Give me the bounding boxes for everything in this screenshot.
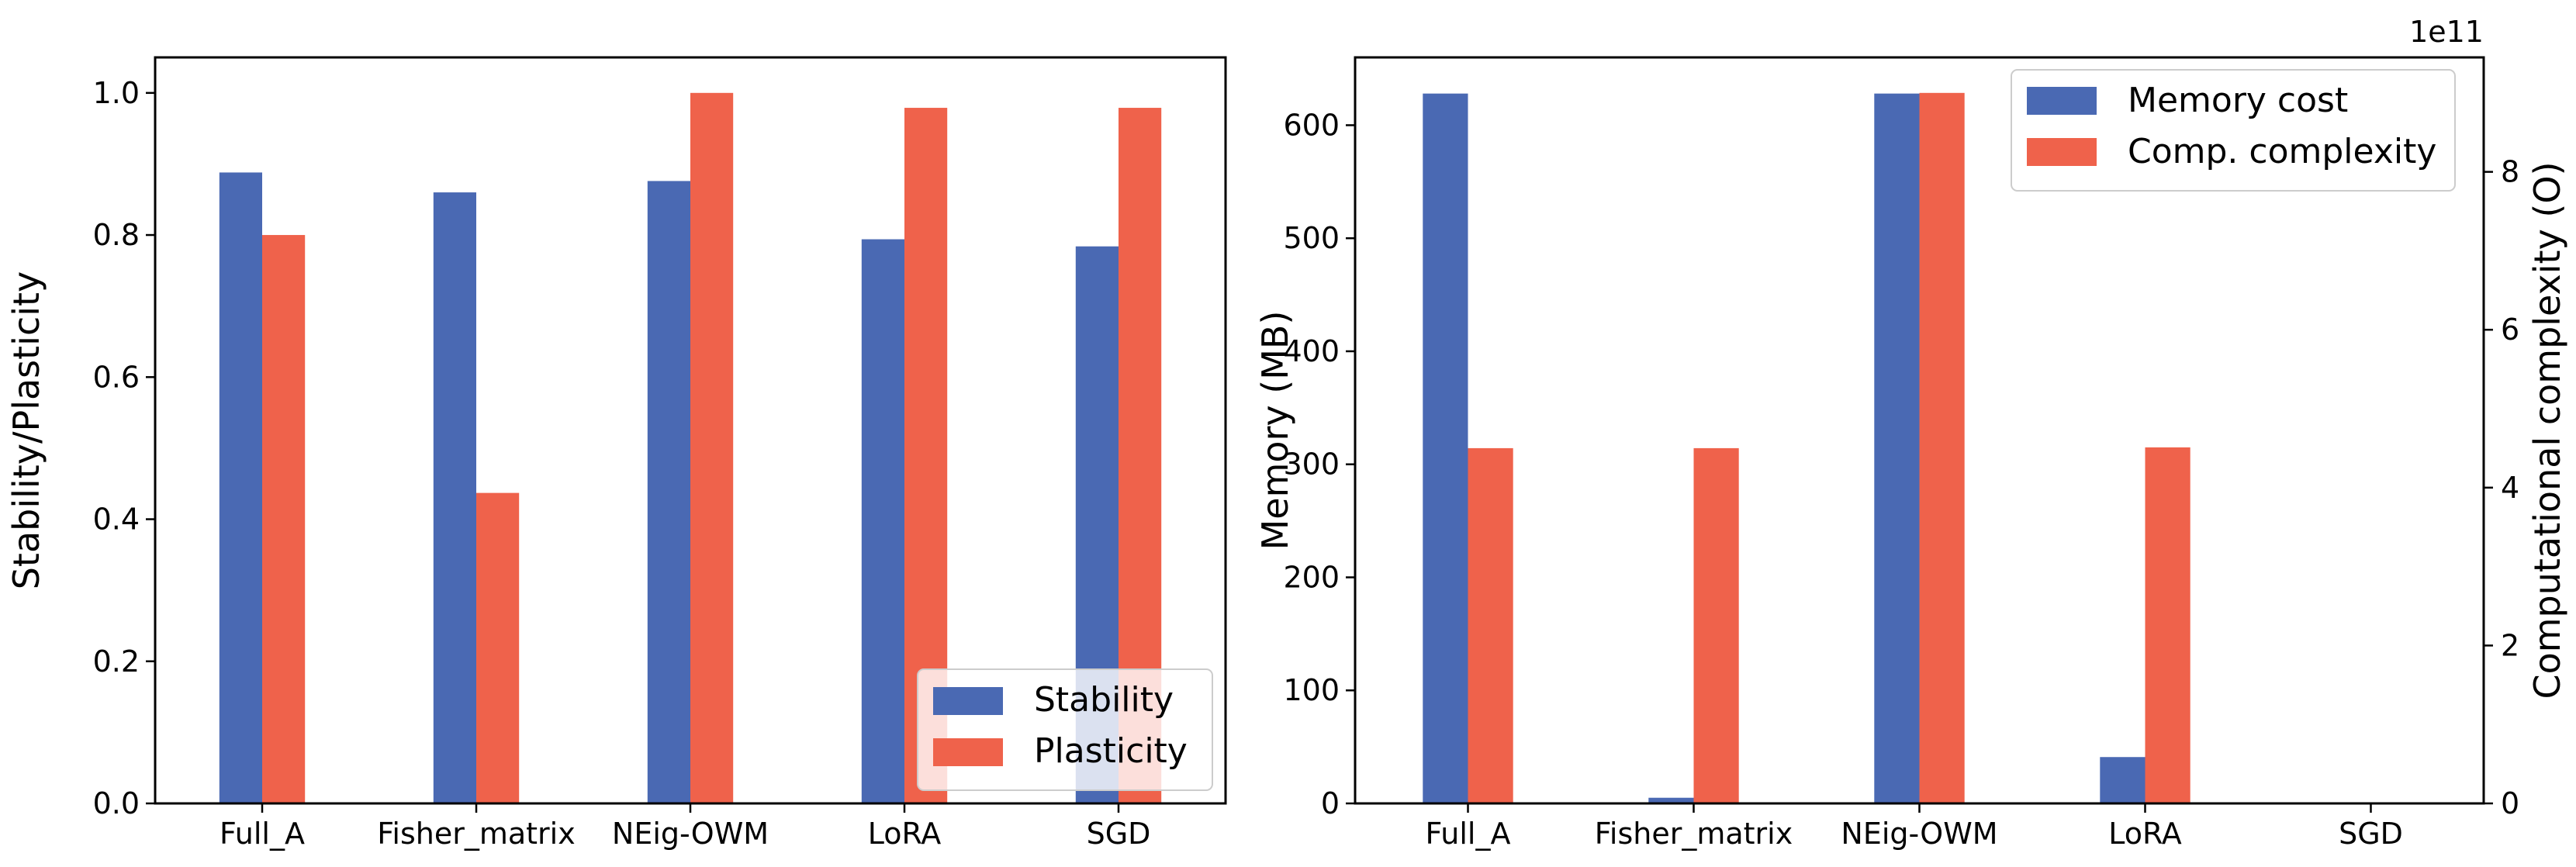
legend-label-comp-complexity: Comp. complexity	[2128, 132, 2436, 171]
right-right-y-ticks: 0 2 4 6 8	[2484, 155, 2519, 820]
bar-comp-complexity-full-a	[1468, 447, 1513, 803]
y-tick-label: 400	[1283, 334, 1340, 368]
y-tick-label: 500	[1283, 221, 1340, 255]
y2-tick-label: 6	[2501, 313, 2519, 347]
x-tick-label-full-a: Full_A	[220, 817, 305, 851]
right-legend: Memory cost Comp. complexity	[2011, 69, 2456, 192]
bar-memory-cost-fisher-matrix	[1648, 797, 1694, 803]
legend-label-stability: Stability	[1034, 680, 1174, 720]
right-legend-box	[2011, 69, 2456, 192]
right-secondary-y-axis-label: Computational complexity (O)	[2526, 161, 2568, 699]
left-x-ticks: Full_A Fisher_matrix NEig-OWM LoRA SGD	[220, 803, 1150, 851]
x-tick-label-neig-owm: NEig-OWM	[1841, 817, 1997, 851]
y-tick-label: 0.4	[93, 503, 140, 537]
bar-stability-lora	[861, 239, 904, 803]
bar-stability-neig-owm	[647, 181, 690, 804]
legend-swatch-memory-cost	[2027, 87, 2097, 115]
y-tick-label: 600	[1283, 108, 1340, 142]
x-tick-label-sgd: SGD	[2339, 817, 2403, 851]
y2-tick-label: 8	[2501, 155, 2519, 189]
bar-memory-cost-neig-owm	[1874, 93, 1920, 803]
y2-tick-label: 4	[2501, 471, 2519, 505]
right-bars	[1423, 92, 2190, 804]
x-tick-label-fisher-matrix: Fisher_matrix	[377, 817, 575, 851]
y2-tick-label: 2	[2501, 628, 2519, 662]
x-tick-label-lora: LoRA	[2108, 817, 2182, 851]
bar-memory-cost-full-a	[1423, 93, 1468, 803]
legend-label-plasticity: Plasticity	[1034, 731, 1188, 771]
right-x-ticks: Full_A Fisher_matrix NEig-OWM LoRA SGD	[1426, 803, 2403, 851]
legend-swatch-plasticity	[933, 738, 1003, 766]
legend-swatch-stability	[933, 687, 1003, 715]
y2-tick-label: 0	[2501, 786, 2519, 820]
bar-comp-complexity-lora	[2145, 447, 2190, 803]
y-tick-label: 200	[1283, 560, 1340, 594]
bar-stability-full-a	[219, 172, 262, 803]
bar-comp-complexity-fisher-matrix	[1693, 447, 1739, 803]
y-tick-label: 0.6	[93, 360, 140, 394]
y-tick-label: 300	[1283, 447, 1340, 482]
y-tick-label: 1.0	[93, 76, 140, 110]
y-tick-label: 0.8	[93, 218, 140, 252]
bar-plasticity-full-a	[262, 235, 306, 803]
legend-swatch-comp-complexity	[2027, 138, 2097, 166]
y-tick-label: 100	[1283, 673, 1340, 707]
x-tick-label-lora: LoRA	[868, 817, 942, 851]
y-tick-label: 0.2	[93, 644, 140, 679]
bar-comp-complexity-neig-owm	[1919, 92, 1965, 804]
left-legend: Stability Plasticity	[917, 668, 1213, 791]
left-y-axis-label: Stability/Plasticity	[5, 271, 47, 590]
bar-stability-fisher-matrix	[433, 192, 476, 804]
memory-complexity-chart: 0 100 200 300 400 500 600 0 2 4 6 8 Full_A Fisher_m…	[1254, 15, 2568, 851]
y-tick-label: 0	[1321, 786, 1340, 820]
right-left-y-ticks: 0 100 200 300 400 500 600	[1283, 108, 1355, 820]
x-tick-label-neig-owm: NEig-OWM	[612, 817, 769, 851]
x-tick-label-sgd: SGD	[1087, 817, 1151, 851]
legend-label-memory-cost: Memory cost	[2128, 81, 2348, 120]
x-tick-label-fisher-matrix: Fisher_matrix	[1595, 817, 1793, 851]
bar-plasticity-neig-owm	[690, 92, 734, 804]
left-y-ticks: 0.0 0.2 0.4 0.6 0.8 1.0	[93, 76, 155, 820]
bar-memory-cost-lora	[2100, 757, 2146, 803]
y-tick-label: 0.0	[93, 786, 140, 820]
bar-plasticity-fisher-matrix	[476, 492, 520, 803]
right-y-axis-label: Memory (MB)	[1254, 311, 1296, 551]
right-axis-offset-label: 1e11	[2409, 15, 2484, 49]
x-tick-label-full-a: Full_A	[1426, 817, 1511, 851]
stability-plasticity-chart: 0.0 0.2 0.4 0.6 0.8 1.0 Full_A Fisher_matrix NE…	[5, 56, 1227, 851]
